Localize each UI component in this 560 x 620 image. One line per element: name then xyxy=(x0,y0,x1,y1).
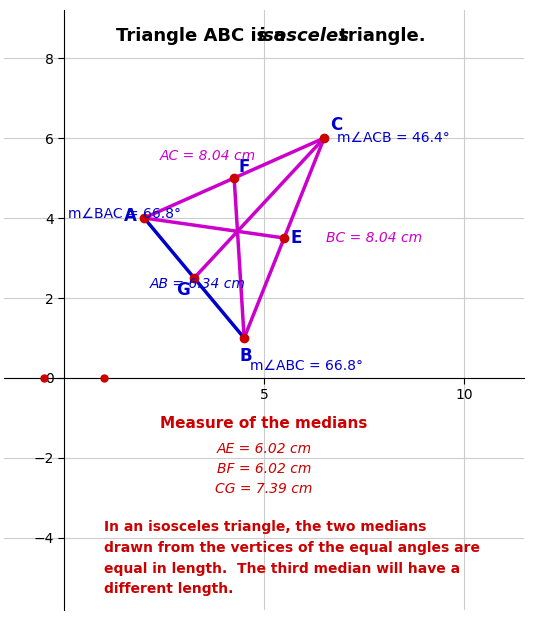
Text: Triangle ABC is a: Triangle ABC is a xyxy=(116,27,292,45)
Text: m∠BAC = 66.8°: m∠BAC = 66.8° xyxy=(68,207,181,221)
Text: equal in length.  The third median will have a: equal in length. The third median will h… xyxy=(104,562,460,575)
Text: AC = 8.04 cm: AC = 8.04 cm xyxy=(160,149,256,163)
Text: F: F xyxy=(238,158,250,176)
Text: G: G xyxy=(176,281,190,299)
Text: BC = 8.04 cm: BC = 8.04 cm xyxy=(326,231,422,245)
Text: A: A xyxy=(124,207,137,225)
Text: drawn from the vertices of the equal angles are: drawn from the vertices of the equal ang… xyxy=(104,541,480,555)
Text: AB = 6.34 cm: AB = 6.34 cm xyxy=(150,277,246,291)
Text: different length.: different length. xyxy=(104,582,234,596)
Text: AE = 6.02 cm: AE = 6.02 cm xyxy=(217,442,312,456)
Text: m∠ACB = 46.4°: m∠ACB = 46.4° xyxy=(337,131,450,145)
Text: Measure of the medians: Measure of the medians xyxy=(161,417,368,432)
Text: B: B xyxy=(240,347,253,365)
Text: C: C xyxy=(330,116,342,134)
Text: isosceles: isosceles xyxy=(257,27,349,45)
Text: In an isosceles triangle, the two medians: In an isosceles triangle, the two median… xyxy=(104,520,427,534)
Text: BF = 6.02 cm: BF = 6.02 cm xyxy=(217,462,311,476)
Text: triangle.: triangle. xyxy=(333,27,426,45)
Text: m∠ABC = 66.8°: m∠ABC = 66.8° xyxy=(250,359,363,373)
Text: E: E xyxy=(290,229,301,247)
Text: CG = 7.39 cm: CG = 7.39 cm xyxy=(216,482,313,496)
